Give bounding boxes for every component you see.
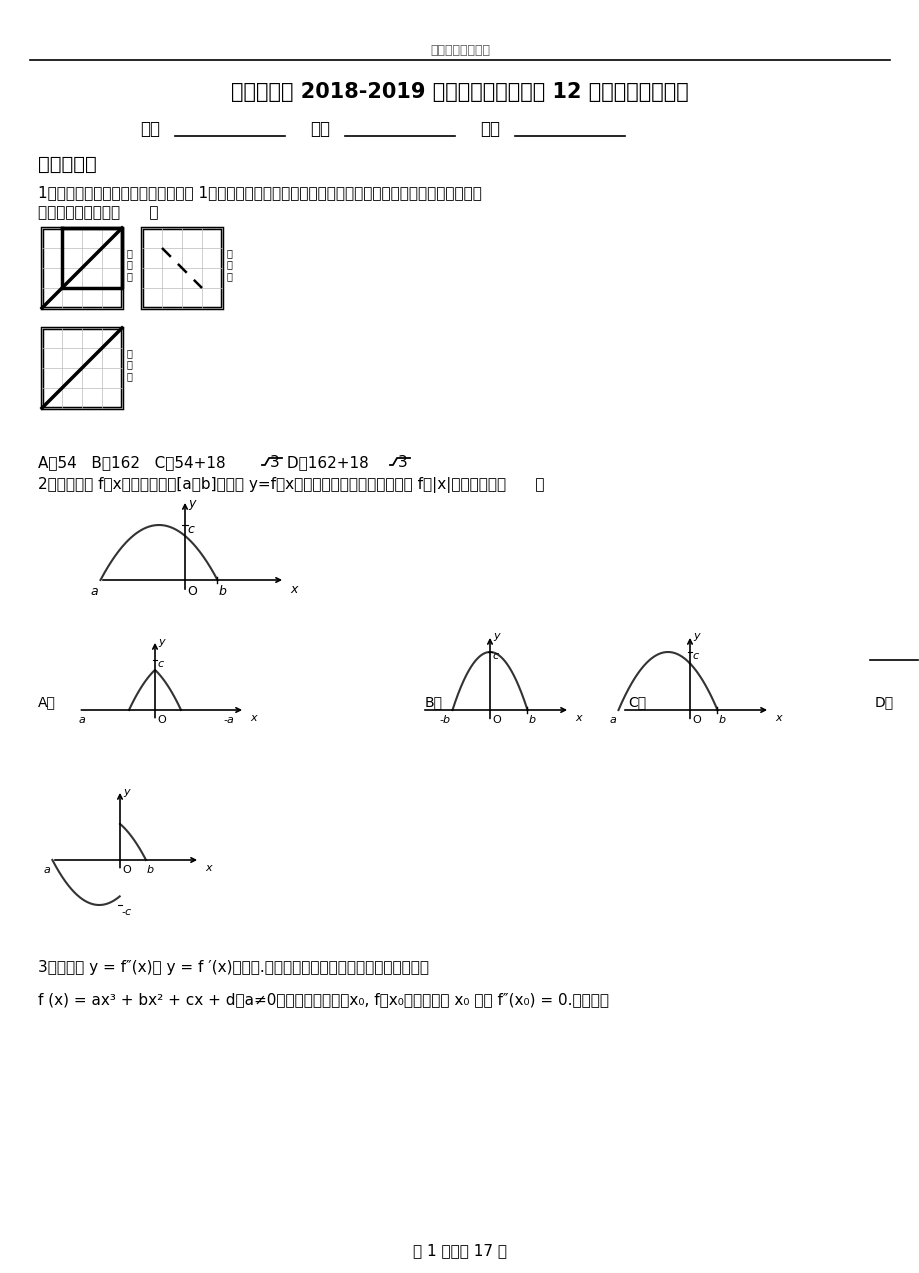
Text: -b: -b: [439, 715, 450, 726]
Text: c: c: [187, 523, 194, 536]
Text: x: x: [774, 713, 781, 723]
Text: O: O: [157, 715, 165, 726]
Text: 灌云县二中 2018-2019 学年上学期高二数学 12 月月考试题含解析: 灌云县二中 2018-2019 学年上学期高二数学 12 月月考试题含解析: [231, 81, 688, 102]
Text: y: y: [493, 631, 499, 642]
Text: O: O: [691, 715, 700, 726]
Text: 2．已知函数 f（x）的定义域为[a，b]，函数 y=f（x）的图象如下图所示，则函数 f（|x|）的图象是（      ）: 2．已知函数 f（x）的定义域为[a，b]，函数 y=f（x）的图象如下图所示，…: [38, 477, 544, 493]
Text: -a: -a: [223, 715, 234, 726]
Text: A．: A．: [38, 695, 56, 709]
Text: c: c: [157, 659, 163, 670]
Text: 一、选择题: 一、选择题: [38, 155, 96, 174]
Text: a: a: [91, 586, 98, 598]
Text: O: O: [492, 715, 500, 726]
Text: 3: 3: [269, 454, 279, 470]
Text: 正
视
图: 正 视 图: [127, 248, 132, 281]
Text: O: O: [187, 586, 197, 598]
Text: y: y: [692, 631, 698, 642]
Text: 3: 3: [398, 454, 407, 470]
Text: 几何体的表面积为（      ）: 几何体的表面积为（ ）: [38, 205, 158, 220]
Text: a: a: [43, 864, 51, 875]
Text: b: b: [219, 586, 226, 598]
Text: y: y: [187, 496, 195, 510]
Text: 俯
视
图: 俯 视 图: [127, 348, 132, 381]
Text: x: x: [205, 863, 211, 873]
Text: 姓名: 姓名: [310, 120, 330, 137]
Text: c: c: [691, 651, 698, 661]
Text: 第 1 页，共 17 页: 第 1 页，共 17 页: [413, 1242, 506, 1258]
Text: O: O: [122, 864, 130, 875]
Text: a: a: [609, 715, 616, 726]
Text: 精选高中模拟试卷: 精选高中模拟试卷: [429, 45, 490, 57]
Text: y: y: [123, 787, 130, 797]
Text: x: x: [250, 713, 256, 723]
Text: a: a: [78, 715, 85, 726]
Text: D．162+18: D．162+18: [282, 454, 369, 470]
Text: -c: -c: [122, 906, 132, 917]
Text: C．: C．: [628, 695, 645, 709]
Text: 1．如图，网格纸上小正方形的边长为 1，粗线画出的是一正方体被截去一部分后所得几何体的三视图，则该: 1．如图，网格纸上小正方形的边长为 1，粗线画出的是一正方体被截去一部分后所得几…: [38, 185, 482, 200]
Text: 班级: 班级: [140, 120, 160, 137]
Text: y: y: [158, 636, 165, 647]
Text: b: b: [718, 715, 725, 726]
Text: x: x: [574, 713, 581, 723]
Text: b: b: [528, 715, 535, 726]
Text: 分数: 分数: [480, 120, 499, 137]
Text: B．: B．: [425, 695, 443, 709]
Text: b: b: [147, 864, 154, 875]
Text: 侧
视
图: 侧 视 图: [227, 248, 233, 281]
Text: 3．设函数 y = f″(x)是 y = f ′(x)的导数.某同学经过探究发现，任意一个三次函数: 3．设函数 y = f″(x)是 y = f ′(x)的导数.某同学经过探究发现…: [38, 960, 428, 975]
Text: A．54   B．162   C．54+18: A．54 B．162 C．54+18: [38, 454, 225, 470]
Text: f (x) = ax³ + bx² + cx + d（a≠0）都有对称中心（x₀, f（x₀）），其中 x₀ 满足 f″(x₀) = 0.已知函数: f (x) = ax³ + bx² + cx + d（a≠0）都有对称中心（x₀…: [38, 992, 608, 1007]
Text: c: c: [492, 651, 497, 661]
Text: D．: D．: [874, 695, 893, 709]
Text: x: x: [289, 583, 297, 596]
